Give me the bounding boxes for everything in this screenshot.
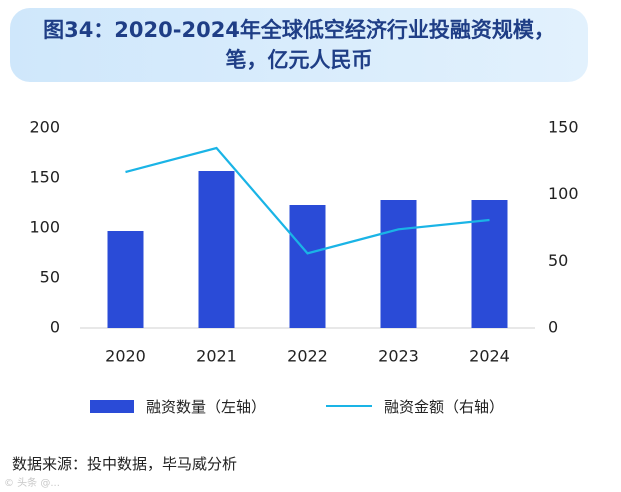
source-note: 数据来源：投中数据，毕马威分析	[12, 455, 238, 473]
x-tick-label: 2020	[105, 347, 146, 366]
y-left-tick-label: 0	[50, 318, 60, 337]
x-tick-label: 2021	[196, 347, 237, 366]
title-banner: 图34：2020-2024年全球低空经济行业投融资规模， 笔，亿元人民币	[10, 8, 588, 82]
watermark: © 头条 @...	[4, 478, 60, 489]
bar	[471, 200, 508, 328]
legend-item-bar: 融资数量（左轴）	[90, 393, 266, 419]
legend-line-swatch	[326, 405, 372, 407]
y-left-tick-label: 200	[29, 118, 60, 137]
bar	[289, 205, 326, 328]
x-tick-label: 2022	[287, 347, 328, 366]
x-tick-label: 2024	[469, 347, 510, 366]
y-left-tick-label: 150	[29, 168, 60, 187]
y-right-tick-label: 150	[548, 118, 579, 137]
bar	[198, 171, 235, 328]
chart-legend: 融资数量（左轴） 融资金额（右轴）	[0, 393, 621, 419]
legend-item-line: 融资金额（右轴）	[326, 393, 504, 419]
chart-title-line-1: 图34：2020-2024年全球低空经济行业投融资规模，	[43, 18, 555, 42]
bar	[107, 231, 144, 328]
legend-bar-swatch	[90, 399, 134, 413]
y-left-tick-label: 50	[40, 268, 60, 287]
x-tick-label: 2023	[378, 347, 419, 366]
y-right-tick-label: 100	[548, 184, 579, 203]
y-left-tick-label: 100	[29, 218, 60, 237]
line-series	[125, 146, 490, 255]
y-right-tick-label: 0	[548, 318, 558, 337]
chart-title-line-2: 笔，亿元人民币	[225, 48, 373, 72]
y-right-tick-label: 50	[548, 251, 568, 270]
legend-bar-label: 融资数量（左轴）	[146, 397, 267, 416]
legend-line-label: 融资金额（右轴）	[384, 397, 505, 416]
bar	[380, 200, 417, 328]
